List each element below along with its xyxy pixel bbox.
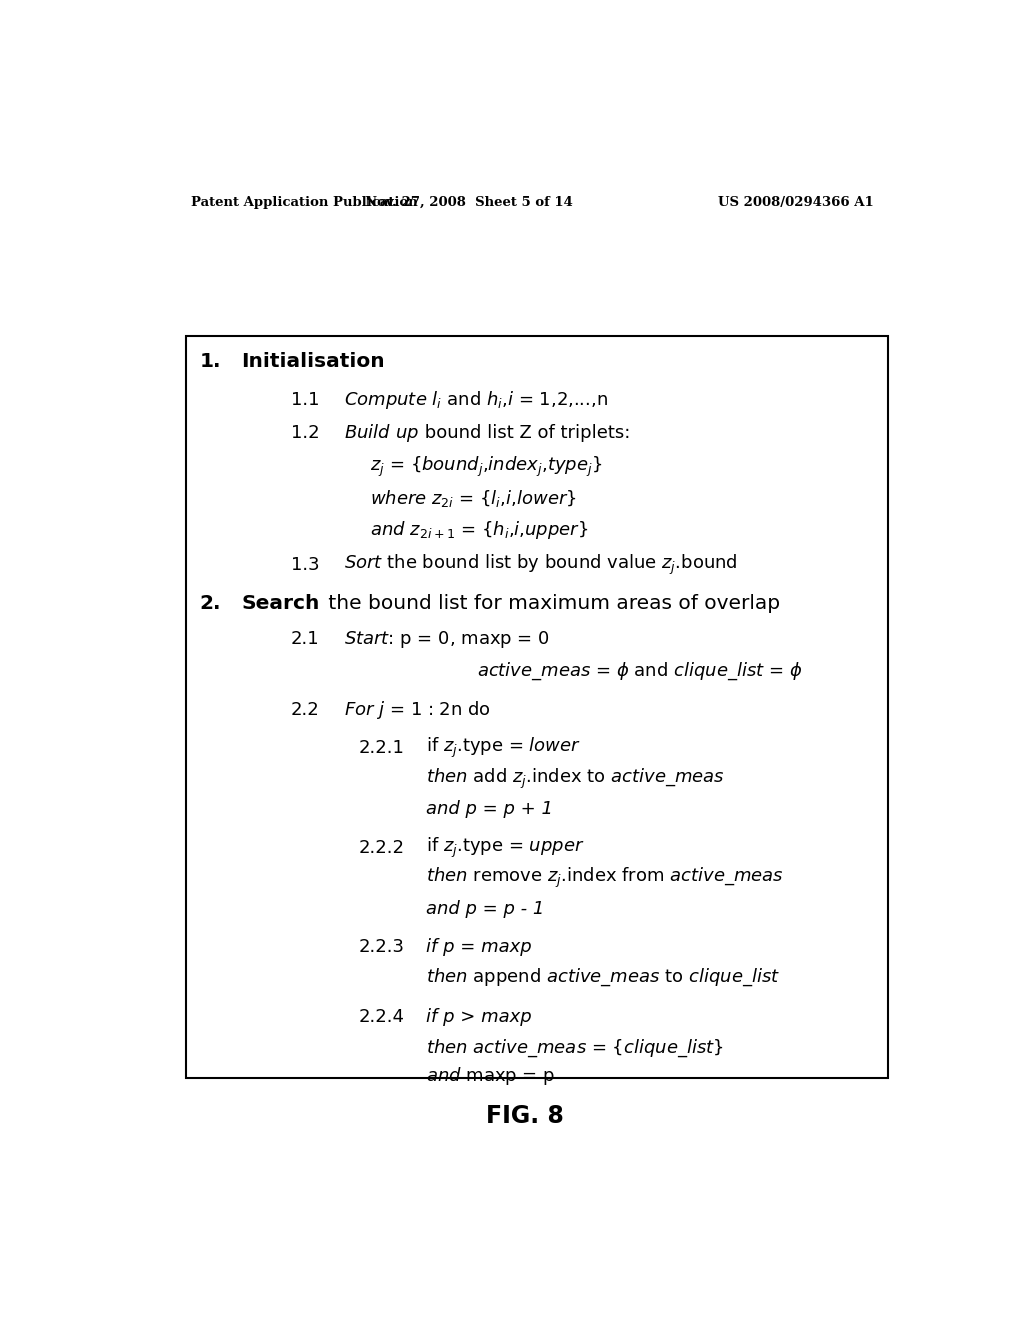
Text: 2.1: 2.1 xyxy=(291,630,319,648)
Text: if $\mathit{z_j}$.type = $\mathit{lower}$: if $\mathit{z_j}$.type = $\mathit{lower}… xyxy=(426,735,581,760)
Text: 2.2.3: 2.2.3 xyxy=(358,939,404,956)
Text: $\mathit{then}$ $\mathit{active\_meas}$ = {$\mathit{clique\_list}$}: $\mathit{then}$ $\mathit{active\_meas}$ … xyxy=(426,1038,723,1059)
Text: and p = p + 1: and p = p + 1 xyxy=(426,800,553,818)
Text: $\mathit{Sort}$ the bound list by bound value $\mathit{z_j}$.bound: $\mathit{Sort}$ the bound list by bound … xyxy=(344,553,737,577)
Text: Initialisation: Initialisation xyxy=(242,352,385,371)
Text: if p > maxp: if p > maxp xyxy=(426,1008,531,1026)
Text: 2.2.4: 2.2.4 xyxy=(358,1008,404,1026)
Text: 2.2: 2.2 xyxy=(291,701,319,719)
Text: 2.2.1: 2.2.1 xyxy=(358,739,404,756)
Text: 2.2.2: 2.2.2 xyxy=(358,838,404,857)
Text: 1.: 1. xyxy=(200,352,221,371)
Text: 1.1: 1.1 xyxy=(291,391,319,409)
Text: 1.3: 1.3 xyxy=(291,556,319,574)
Text: $\mathit{then}$ add $\mathit{z_j}$.index to $\mathit{active\_meas}$: $\mathit{then}$ add $\mathit{z_j}$.index… xyxy=(426,767,724,791)
FancyBboxPatch shape xyxy=(186,337,888,1078)
Text: $\mathit{where\ z_{2i}}$ = {$\mathit{l_i}$,$\mathit{i}$,$\mathit{lower}$}: $\mathit{where\ z_{2i}}$ = {$\mathit{l_i… xyxy=(370,488,577,510)
Text: 2.: 2. xyxy=(200,594,221,612)
Text: Patent Application Publication: Patent Application Publication xyxy=(191,195,418,209)
Text: $\mathit{and\ z_{2i+1}}$ = {$\mathit{h_i}$,$\mathit{i}$,$\mathit{upper}$}: $\mathit{and\ z_{2i+1}}$ = {$\mathit{h_i… xyxy=(370,519,589,541)
Text: if p = maxp: if p = maxp xyxy=(426,939,531,956)
Text: Search: Search xyxy=(242,594,319,612)
Text: 1.2: 1.2 xyxy=(291,424,319,442)
Text: $\mathit{active\_meas}$ = $\phi$ and $\mathit{clique\_list}$ = $\phi$: $\mathit{active\_meas}$ = $\phi$ and $\m… xyxy=(477,661,803,682)
Text: $\mathit{and}$ maxp = p: $\mathit{and}$ maxp = p xyxy=(426,1065,555,1088)
Text: and p = p - 1: and p = p - 1 xyxy=(426,899,544,917)
Text: Nov. 27, 2008  Sheet 5 of 14: Nov. 27, 2008 Sheet 5 of 14 xyxy=(366,195,573,209)
Text: if $\mathit{z_j}$.type = $\mathit{upper}$: if $\mathit{z_j}$.type = $\mathit{upper}… xyxy=(426,836,585,859)
Text: $\mathit{Compute\ l_i}$ and $\mathit{h_i}$,$\mathit{i}$ = 1,2,...,n: $\mathit{Compute\ l_i}$ and $\mathit{h_i… xyxy=(344,389,608,412)
Text: $\mathbf{\mathit{Build\ up}}$: $\mathbf{\mathit{Build\ up}}$ xyxy=(344,422,419,444)
Text: $\mathit{then}$ append $\mathit{active\_meas}$ to $\mathit{clique\_list}$: $\mathit{then}$ append $\mathit{active\_… xyxy=(426,966,780,989)
Text: $\mathit{For}$ $j$ = 1 : 2n do: $\mathit{For}$ $j$ = 1 : 2n do xyxy=(344,700,490,721)
Text: bound list Z of triplets:: bound list Z of triplets: xyxy=(419,424,631,442)
Text: $\mathit{Start}$: p = 0, maxp = 0: $\mathit{Start}$: p = 0, maxp = 0 xyxy=(344,628,550,649)
Text: FIG. 8: FIG. 8 xyxy=(485,1104,564,1127)
Text: $\mathit{z_j}$ = {$\mathit{bound_j}$,$\mathit{index_j}$,$\mathit{type_j}$}: $\mathit{z_j}$ = {$\mathit{bound_j}$,$\m… xyxy=(370,455,602,479)
Text: the bound list for maximum areas of overlap: the bound list for maximum areas of over… xyxy=(323,594,780,612)
Text: US 2008/0294366 A1: US 2008/0294366 A1 xyxy=(718,195,873,209)
Text: $\mathit{then}$ remove $\mathit{z_j}$.index from $\mathit{active\_meas}$: $\mathit{then}$ remove $\mathit{z_j}$.in… xyxy=(426,866,783,890)
